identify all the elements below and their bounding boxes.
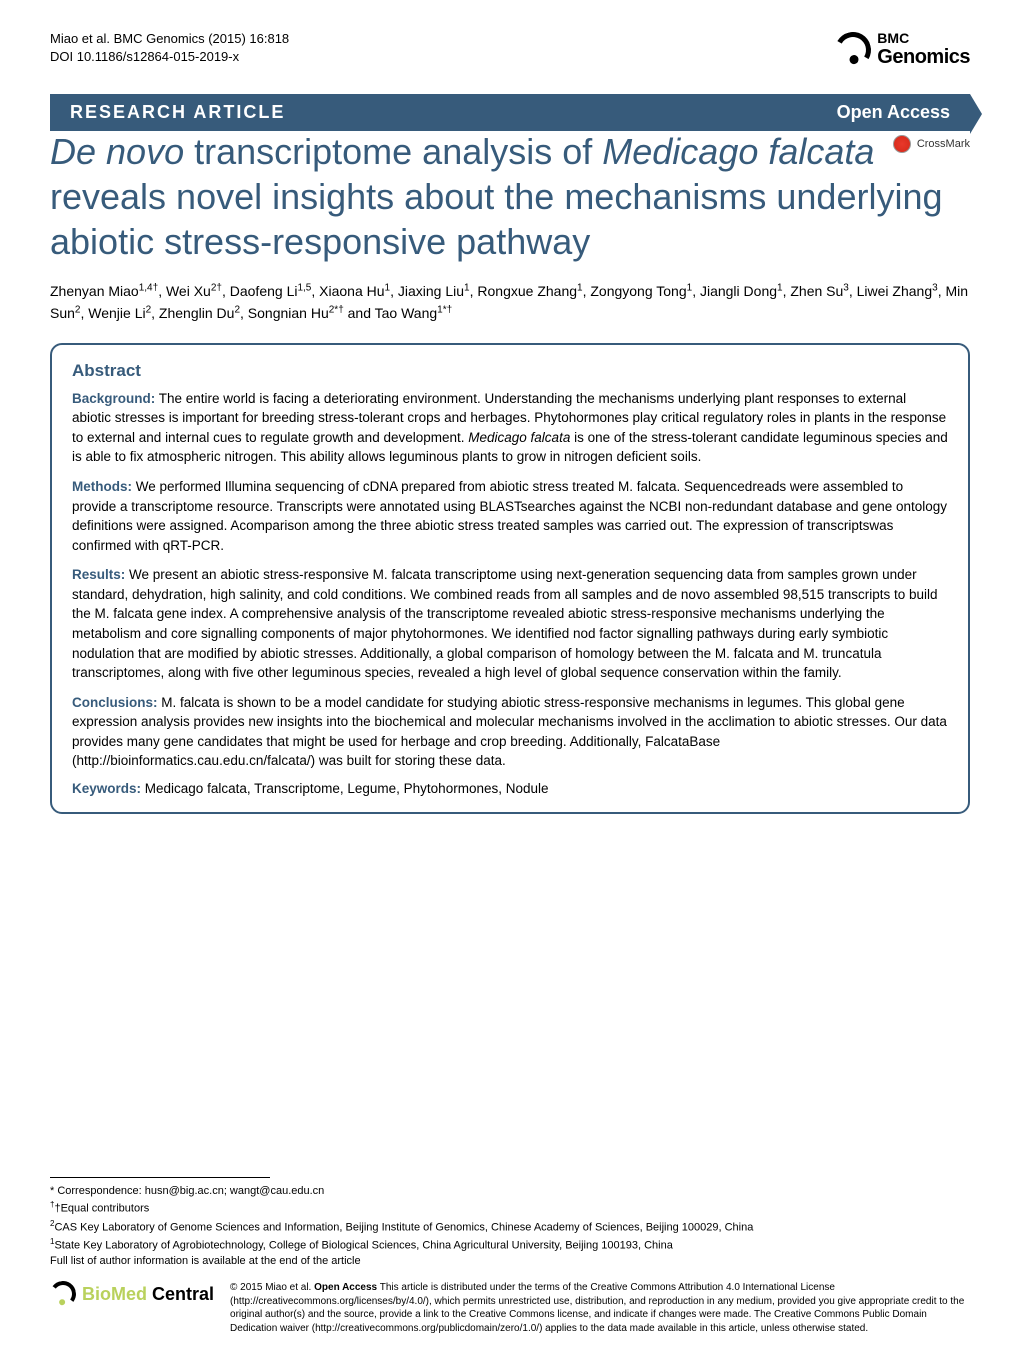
results-text: We present an abiotic stress-responsive … (72, 567, 938, 680)
background-label: Background: (72, 391, 155, 406)
license-row: BioMed Central © 2015 Miao et al. Open A… (50, 1281, 970, 1335)
title-mid1: transcriptome analysis of (184, 131, 602, 172)
affiliation-2: 2CAS Key Laboratory of Genome Sciences a… (50, 1218, 970, 1236)
affiliation-1: 1State Key Laboratory of Agrobiotechnolo… (50, 1236, 970, 1254)
citation-block: Miao et al. BMC Genomics (2015) 16:818 D… (50, 30, 289, 66)
header-row: Miao et al. BMC Genomics (2015) 16:818 D… (0, 0, 1020, 79)
crossmark-icon (893, 135, 911, 153)
bmc-arc-icon (831, 27, 875, 71)
journal-name: Genomics (877, 46, 970, 68)
citation-line-2: DOI 10.1186/s12864-015-2019-x (50, 48, 289, 66)
open-access-label: Open Access (837, 102, 950, 123)
logo-bio: BioMed (82, 1284, 147, 1304)
keywords-line: Keywords: Medicago falcata, Transcriptom… (72, 781, 948, 796)
bmc-footer-text: BioMed Central (82, 1284, 214, 1305)
abstract-box: Abstract Background: The entire world is… (50, 343, 970, 814)
abstract-results: Results: We present an abiotic stress-re… (72, 565, 948, 682)
results-label: Results: (72, 567, 125, 582)
conclusions-label: Conclusions: (72, 695, 158, 710)
title-rest: reveals novel insights about the mechani… (50, 176, 943, 262)
footer-divider (50, 1177, 270, 1178)
equal-contributors-line: ††Equal contributors (50, 1199, 970, 1217)
title-species: Medicago falcata (602, 131, 874, 172)
abstract-heading: Abstract (72, 361, 948, 381)
biomed-central-logo: BioMed Central (50, 1281, 214, 1307)
title-denovo: De novo (50, 131, 184, 172)
bmc-footer-arc-icon (48, 1279, 77, 1308)
keywords-label: Keywords: (72, 781, 141, 796)
bmc-logo: BMC Genomics (835, 30, 970, 69)
correspondence-line: * Correspondence: husn@big.ac.cn; wangt@… (50, 1184, 970, 1199)
background-italic: Medicago falcata (468, 430, 570, 445)
conclusions-text: M. falcata is shown to be a model candid… (72, 695, 947, 769)
journal-prefix: BMC (877, 30, 909, 46)
article-type-label: RESEARCH ARTICLE (70, 102, 285, 123)
methods-text: We performed Illumina sequencing of cDNA… (72, 479, 947, 553)
footer-block: * Correspondence: husn@big.ac.cn; wangt@… (0, 1177, 1020, 1359)
abstract-methods: Methods: We performed Illumina sequencin… (72, 477, 948, 555)
equal-text: †Equal contributors (54, 1203, 149, 1215)
license-text: © 2015 Miao et al. Open Access This arti… (230, 1281, 970, 1335)
crossmark-label: CrossMark (917, 138, 970, 150)
citation-line-1: Miao et al. BMC Genomics (2015) 16:818 (50, 30, 289, 48)
methods-label: Methods: (72, 479, 132, 494)
full-list-line: Full list of author information is avail… (50, 1254, 970, 1269)
article-title: De novo transcriptome analysis of Medica… (0, 129, 1020, 264)
abstract-conclusions: Conclusions: M. falcata is shown to be a… (72, 693, 948, 771)
article-type-banner: RESEARCH ARTICLE Open Access (50, 94, 970, 131)
abstract-background: Background: The entire world is facing a… (72, 389, 948, 467)
keywords-text: Medicago falcata, Transcriptome, Legume,… (141, 781, 548, 796)
logo-central: Central (147, 1284, 214, 1304)
bmc-logo-text: BMC Genomics (877, 30, 970, 69)
authors-line: Zhenyan Miao1,4†, Wei Xu2†, Daofeng Li1,… (0, 264, 1020, 325)
